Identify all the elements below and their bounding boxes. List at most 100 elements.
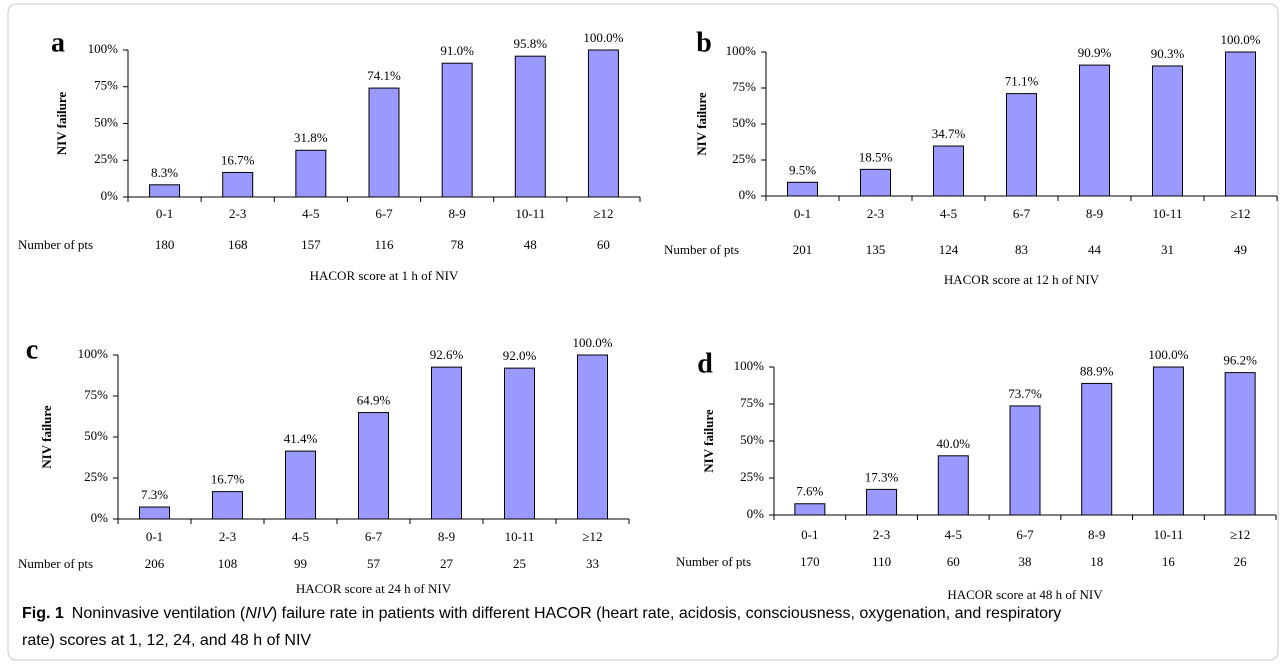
value-label: 100.0% — [583, 30, 623, 45]
value-label: 100.0% — [572, 335, 612, 350]
bar — [1081, 382, 1113, 516]
panel-letter: d — [697, 348, 713, 379]
pts-value: 57 — [367, 556, 381, 571]
bar — [431, 366, 462, 520]
x-axis-label: HACOR score at 48 h of NIV — [947, 587, 1103, 602]
x-tick-label: 10-11 — [1153, 527, 1183, 542]
y-tick-label: 0% — [747, 506, 765, 521]
figure-border — [7, 3, 1279, 661]
x-tick-label: 4-5 — [302, 206, 319, 221]
bar — [441, 62, 473, 198]
caption-text: ) failure rate in patients with differen… — [272, 605, 1061, 622]
x-tick-label: ≥12 — [1230, 206, 1250, 221]
x-tick-label: 10-11 — [1153, 206, 1183, 221]
x-tick-label: 2-3 — [873, 527, 890, 542]
value-label: 31.8% — [294, 130, 328, 145]
x-tick-label: ≥12 — [593, 206, 613, 221]
pts-value: 26 — [1234, 554, 1248, 569]
pts-value: 124 — [939, 242, 959, 257]
pts-label: Number of pts — [664, 242, 739, 257]
pts-value: 108 — [218, 556, 238, 571]
value-label: 40.0% — [936, 436, 970, 451]
x-tick-label: 8-9 — [448, 206, 465, 221]
y-tick-label: 100% — [78, 346, 109, 361]
bar — [222, 171, 254, 198]
bar — [794, 503, 826, 516]
x-tick-label: ≥12 — [1230, 527, 1250, 542]
value-label: 92.6% — [430, 347, 464, 362]
value-label: 8.3% — [151, 165, 178, 180]
bar — [1224, 372, 1256, 516]
bar — [139, 506, 170, 520]
y-tick-label: 75% — [740, 395, 764, 410]
pts-value: 78 — [451, 237, 464, 252]
y-tick-label: 75% — [732, 79, 756, 94]
pts-value: 60 — [947, 554, 960, 569]
bar — [504, 367, 535, 520]
pts-value: 49 — [1234, 242, 1247, 257]
bar — [295, 149, 327, 198]
caption: Fig. 1 Noninvasive ventilation (NIV) fail… — [22, 605, 1061, 622]
value-label: 18.5% — [859, 149, 893, 164]
pts-value: 168 — [228, 237, 248, 252]
bar — [1225, 51, 1256, 197]
y-axis-label: NIV failure — [39, 405, 54, 469]
value-label: 100.0% — [1220, 32, 1260, 47]
x-tick-label: 8-9 — [1088, 527, 1105, 542]
value-label: 73.7% — [1008, 386, 1042, 401]
x-tick-label: 4-5 — [945, 527, 962, 542]
x-tick-label: 2-3 — [229, 206, 246, 221]
x-tick-label: 0-1 — [156, 206, 173, 221]
x-tick-label: 8-9 — [1086, 206, 1103, 221]
pts-value: 31 — [1161, 242, 1174, 257]
value-label: 95.8% — [513, 36, 547, 51]
pts-value: 38 — [1019, 554, 1032, 569]
value-label: 9.5% — [789, 162, 816, 177]
x-tick-label: 6-7 — [1016, 527, 1034, 542]
pts-value: 27 — [440, 556, 454, 571]
value-label: 7.6% — [796, 484, 823, 499]
y-tick-label: 100% — [726, 43, 757, 58]
pts-value: 135 — [866, 242, 886, 257]
bar — [368, 87, 400, 198]
panel-letter: b — [696, 27, 712, 58]
x-axis-label: HACOR score at 12 h of NIV — [944, 272, 1100, 287]
pts-value: 18 — [1090, 554, 1103, 569]
value-label: 90.9% — [1078, 45, 1112, 60]
bar — [587, 49, 619, 198]
pts-value: 60 — [597, 237, 610, 252]
pts-value: 116 — [374, 237, 394, 252]
panel-letter: a — [51, 27, 65, 58]
y-axis-label: NIV failure — [701, 409, 716, 473]
value-label: 71.1% — [1005, 74, 1039, 89]
panel-letter: c — [26, 334, 38, 365]
pts-value: 206 — [145, 556, 165, 571]
x-tick-label: 6-7 — [1013, 206, 1031, 221]
y-tick-label: 0% — [91, 510, 109, 525]
y-tick-label: 50% — [740, 432, 764, 447]
x-tick-label: ≥12 — [582, 529, 602, 544]
value-label: 90.3% — [1151, 46, 1185, 61]
y-tick-label: 50% — [84, 428, 108, 443]
caption-label: Fig. 1 — [22, 605, 64, 622]
caption-text: NIV — [245, 605, 273, 622]
y-tick-label: 0% — [101, 188, 119, 203]
x-tick-label: 10-11 — [505, 529, 535, 544]
bar — [212, 491, 243, 520]
value-label: 16.7% — [221, 152, 255, 167]
x-tick-label: 4-5 — [292, 529, 309, 544]
value-label: 64.9% — [357, 393, 391, 408]
pts-value: 44 — [1088, 242, 1102, 257]
bar — [787, 181, 818, 197]
value-label: 34.7% — [932, 126, 966, 141]
pts-value: 25 — [513, 556, 526, 571]
y-axis-label: NIV failure — [694, 92, 709, 156]
pts-value: 99 — [294, 556, 307, 571]
value-label: 16.7% — [211, 472, 245, 487]
y-tick-label: 100% — [734, 358, 765, 373]
bar — [937, 455, 969, 516]
bar — [358, 412, 389, 520]
x-tick-label: 0-1 — [146, 529, 163, 544]
bar — [285, 450, 316, 520]
